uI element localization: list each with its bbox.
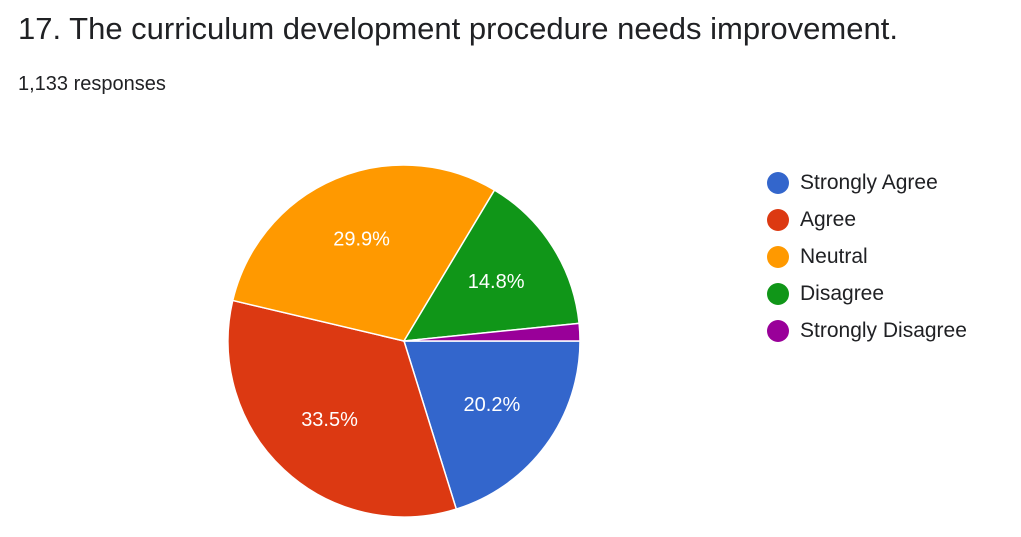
data-label-disagree: 14.8%	[468, 271, 525, 293]
legend-label: Agree	[800, 207, 857, 231]
legend-label: Disagree	[800, 281, 885, 305]
data-label-agree: 33.5%	[301, 409, 358, 431]
pie-slice-strongly-disagree	[403, 322, 581, 342]
legend-label: Strongly Disagree	[800, 318, 967, 342]
data-label-strongly-agree: 20.2%	[464, 394, 521, 416]
legend-item-disagree: Disagree	[767, 275, 967, 312]
chart-legend: Strongly Agree Agree Neutral Disagree Strong…	[767, 164, 967, 349]
legend-label: Neutral	[800, 244, 868, 268]
pie-labels: 20.2% 33.5% 29.9% 14.8%	[301, 229, 525, 431]
pie-slice-agree	[227, 299, 458, 518]
question-title: 17. The curriculum development procedure…	[18, 11, 898, 46]
pie-slice-disagree	[402, 189, 580, 342]
legend-swatch	[767, 282, 789, 305]
legend-item-strongly-agree: Strongly Agree	[767, 164, 967, 201]
legend-swatch	[767, 319, 789, 342]
legend-item-strongly-disagree: Strongly Disagree	[767, 312, 967, 349]
legend-label: Strongly Agree	[800, 170, 938, 194]
legend-item-neutral: Neutral	[767, 238, 967, 275]
response-count: 1,133 responses	[18, 73, 166, 95]
legend-swatch	[767, 245, 789, 268]
legend-swatch	[767, 171, 789, 194]
pie-slice-neutral	[231, 164, 496, 342]
pie-slices	[227, 164, 581, 518]
legend-item-agree: Agree	[767, 201, 967, 238]
data-label-neutral: 29.9%	[333, 229, 390, 251]
legend-swatch	[767, 208, 789, 231]
pie-slice-strongly-agree	[402, 340, 581, 510]
